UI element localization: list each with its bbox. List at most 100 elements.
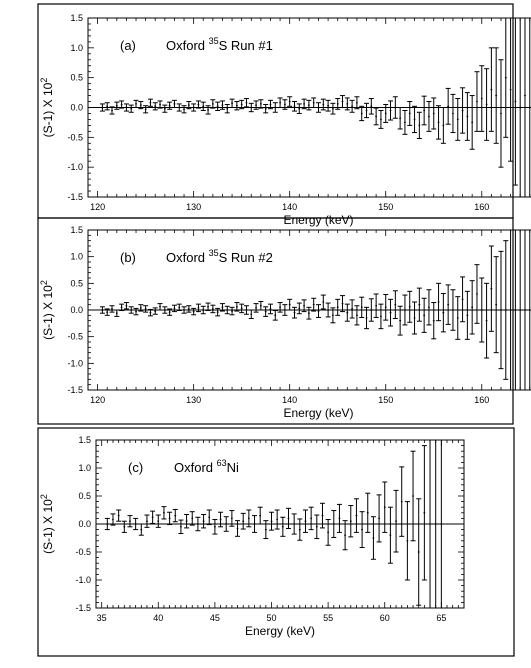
data-marker <box>404 121 406 124</box>
x-tick-label: 55 <box>323 613 333 623</box>
data-marker <box>178 106 181 109</box>
panel-title-suffix: S Run #1 <box>219 38 273 53</box>
data-point <box>301 98 307 110</box>
data-marker <box>514 100 517 103</box>
data-marker <box>250 106 253 109</box>
data-point <box>349 299 355 319</box>
data-point <box>186 101 192 110</box>
data-marker <box>321 514 324 517</box>
data-marker <box>418 124 421 127</box>
data-marker <box>192 310 195 313</box>
data-marker <box>168 104 171 107</box>
data-marker <box>245 309 248 311</box>
data-marker <box>423 109 426 112</box>
data-marker <box>255 104 257 107</box>
data-point <box>277 302 283 313</box>
data-marker <box>413 118 416 121</box>
data-marker <box>509 309 512 311</box>
data-marker <box>500 112 502 115</box>
data-point <box>376 494 382 543</box>
data-marker <box>480 97 483 100</box>
data-point <box>474 71 480 132</box>
data-point <box>484 68 490 141</box>
data-point <box>349 99 355 113</box>
data-point <box>488 245 494 332</box>
x-tick-label: 150 <box>378 202 393 212</box>
data-point <box>291 101 297 112</box>
data-marker <box>163 511 165 514</box>
x-tick-label: 160 <box>474 395 489 405</box>
data-marker <box>466 314 469 317</box>
data-point <box>291 306 297 319</box>
data-point <box>123 302 129 310</box>
data-marker <box>197 306 200 309</box>
data-point <box>162 306 168 314</box>
data-point <box>104 517 110 531</box>
y-tick-label: 0.5 <box>70 278 83 288</box>
data-point <box>143 305 149 313</box>
data-marker <box>235 104 238 107</box>
data-marker <box>117 514 120 517</box>
data-marker <box>293 311 296 314</box>
data-point <box>215 307 221 317</box>
data-point <box>354 96 360 110</box>
data-marker <box>279 101 281 104</box>
data-marker <box>247 517 250 520</box>
data-point <box>229 510 235 527</box>
data-point <box>272 102 278 113</box>
data-point <box>479 277 485 343</box>
data-marker <box>408 305 411 308</box>
data-point <box>155 514 161 528</box>
y-tick-label: 1.5 <box>70 225 83 235</box>
data-point <box>399 466 405 537</box>
data-marker <box>130 309 133 311</box>
data-marker <box>395 520 397 523</box>
data-marker <box>185 520 188 523</box>
data-marker <box>310 517 313 520</box>
data-point <box>121 520 127 533</box>
data-point <box>223 516 229 532</box>
data-marker <box>370 309 373 311</box>
data-marker <box>372 537 375 539</box>
data-marker <box>255 306 257 309</box>
data-point <box>302 509 308 533</box>
data-point <box>133 99 139 108</box>
data-point <box>364 102 370 119</box>
data-marker <box>219 518 222 521</box>
data-marker <box>461 298 464 301</box>
panel-frame <box>37 427 515 657</box>
data-marker <box>400 500 403 503</box>
data-point <box>258 99 264 109</box>
data-marker <box>125 106 128 109</box>
data-point <box>257 506 263 525</box>
data-marker <box>341 100 344 103</box>
y-axis-label-superscript: 2 <box>39 78 49 83</box>
data-marker <box>279 306 281 309</box>
data-point <box>186 305 192 313</box>
data-marker <box>412 495 414 497</box>
y-axis-label: (S-1) X 102 <box>39 78 55 138</box>
data-point <box>503 18 509 138</box>
data-marker <box>130 107 133 110</box>
data-point <box>450 93 456 134</box>
data-point <box>287 298 293 311</box>
data-point <box>493 256 499 354</box>
data-point <box>229 306 235 316</box>
data-point <box>509 230 512 390</box>
x-tick-label: 120 <box>90 395 105 405</box>
data-marker <box>524 94 526 97</box>
data-marker <box>192 106 195 109</box>
data-point <box>263 104 269 114</box>
x-axis-label: Energy (keV) <box>283 213 353 227</box>
data-point <box>172 508 178 523</box>
data-point <box>416 287 422 322</box>
data-marker <box>447 105 450 108</box>
data-marker <box>307 104 310 107</box>
data-point <box>528 18 531 197</box>
data-point <box>464 290 470 340</box>
data-point <box>378 303 384 330</box>
data-point <box>119 100 125 109</box>
data-point <box>325 302 331 318</box>
data-marker <box>242 520 245 523</box>
data-point <box>493 47 499 144</box>
